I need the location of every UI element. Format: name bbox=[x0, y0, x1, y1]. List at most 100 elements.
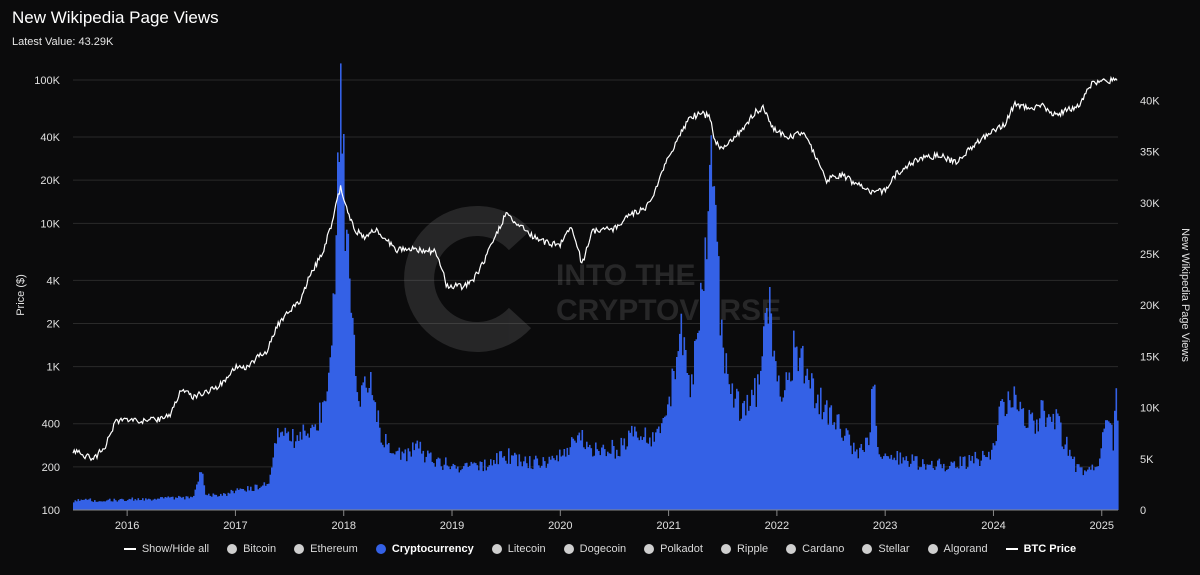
legend-item-stellar[interactable]: Stellar bbox=[862, 543, 910, 555]
cryptocurrency-bar bbox=[439, 458, 441, 510]
cryptocurrency-bar bbox=[323, 400, 326, 510]
cryptocurrency-bar bbox=[80, 499, 83, 510]
cryptocurrency-bar bbox=[349, 278, 351, 510]
cryptocurrency-bar bbox=[235, 490, 237, 510]
cryptocurrency-bar bbox=[619, 456, 621, 510]
cryptocurrency-bar bbox=[488, 465, 491, 510]
cryptocurrency-bar bbox=[404, 449, 407, 510]
legend-label: Bitcoin bbox=[243, 543, 277, 555]
cryptocurrency-bar bbox=[1114, 410, 1116, 510]
cryptocurrency-bar bbox=[602, 444, 605, 510]
legend-item-cryptocurrency[interactable]: Cryptocurrency bbox=[375, 543, 474, 555]
x-tick-label: 2016 bbox=[115, 520, 139, 532]
cryptocurrency-bar bbox=[1034, 433, 1037, 510]
cryptocurrency-bar bbox=[482, 471, 485, 510]
cryptocurrency-bar bbox=[1103, 428, 1106, 510]
cryptocurrency-bar bbox=[445, 457, 447, 510]
cryptocurrency-bar bbox=[730, 394, 732, 510]
cryptocurrency-bar bbox=[520, 461, 522, 510]
legend-item-dogecoin[interactable]: Dogecoin bbox=[563, 543, 626, 555]
cryptocurrency-bar bbox=[781, 401, 783, 510]
cryptocurrency-bar bbox=[403, 453, 405, 510]
legend-item-litecoin[interactable]: Litecoin bbox=[491, 543, 546, 555]
watermark-line1: INTO THE bbox=[556, 259, 695, 292]
cryptocurrency-bar bbox=[83, 499, 86, 510]
cryptocurrency-bar bbox=[788, 372, 791, 510]
cryptocurrency-bar bbox=[674, 379, 677, 510]
cryptocurrency-bar bbox=[662, 418, 665, 510]
cryptocurrency-bar bbox=[740, 418, 743, 510]
cryptocurrency-bar bbox=[776, 381, 779, 510]
cryptocurrency-bar bbox=[179, 496, 182, 510]
legend-label: Litecoin bbox=[507, 543, 546, 555]
cryptocurrency-bar bbox=[347, 233, 350, 511]
cryptocurrency-bar bbox=[989, 459, 992, 510]
cryptocurrency-bar bbox=[797, 371, 800, 510]
legend-line-swatch bbox=[1005, 548, 1018, 550]
cryptocurrency-bar bbox=[478, 470, 480, 510]
cryptocurrency-bar bbox=[616, 449, 618, 510]
legend-label: Stellar bbox=[878, 543, 910, 555]
cryptocurrency-bar bbox=[140, 500, 143, 510]
cryptocurrency-bar bbox=[656, 428, 659, 510]
y-right-tick-label: 30K bbox=[1140, 198, 1160, 210]
cryptocurrency-bar bbox=[1078, 464, 1080, 510]
legend-item-btc-price[interactable]: BTC Price bbox=[1005, 543, 1076, 555]
cryptocurrency-bar bbox=[139, 500, 141, 510]
legend-item-polkadot[interactable]: Polkadot bbox=[644, 543, 703, 555]
cryptocurrency-bar bbox=[850, 445, 852, 510]
cryptocurrency-bar bbox=[745, 415, 747, 510]
cryptocurrency-bar bbox=[973, 463, 975, 510]
legend-item-show-hide-all[interactable]: Show/Hide all bbox=[123, 543, 209, 555]
cryptocurrency-bar bbox=[1045, 426, 1047, 510]
cryptocurrency-bar bbox=[94, 500, 96, 510]
x-tick-label: 2018 bbox=[331, 520, 355, 532]
cryptocurrency-bar bbox=[431, 461, 434, 510]
cryptocurrency-bar bbox=[475, 463, 477, 510]
cryptocurrency-bar bbox=[362, 382, 365, 510]
legend-label: Ethereum bbox=[310, 543, 358, 555]
cryptocurrency-bar bbox=[470, 461, 473, 510]
cryptocurrency-bar bbox=[151, 500, 153, 510]
cryptocurrency-bar bbox=[1100, 448, 1103, 510]
cryptocurrency-bar bbox=[98, 501, 101, 510]
cryptocurrency-bar bbox=[329, 357, 332, 510]
cryptocurrency-bars bbox=[73, 63, 1119, 511]
cryptocurrency-bar bbox=[194, 489, 197, 510]
cryptocurrency-bar bbox=[340, 63, 342, 511]
x-tick-label: 2020 bbox=[548, 520, 572, 532]
cryptocurrency-bar bbox=[811, 373, 813, 510]
cryptocurrency-bar bbox=[832, 424, 834, 510]
cryptocurrency-bar bbox=[605, 456, 608, 510]
cryptocurrency-bar bbox=[467, 467, 470, 510]
cryptocurrency-bar bbox=[872, 386, 875, 510]
cryptocurrency-bar bbox=[469, 465, 471, 510]
y-left-tick-label: 4K bbox=[47, 275, 61, 287]
cryptocurrency-bar bbox=[277, 428, 279, 510]
cryptocurrency-bar bbox=[764, 312, 767, 510]
cryptocurrency-bar bbox=[257, 489, 260, 510]
cryptocurrency-bar bbox=[232, 490, 234, 510]
cryptocurrency-bar bbox=[1073, 456, 1076, 510]
cryptocurrency-bar bbox=[775, 361, 777, 510]
cryptocurrency-bar bbox=[796, 346, 798, 510]
cryptocurrency-bar bbox=[755, 406, 758, 510]
legend-item-algorand[interactable]: Algorand bbox=[927, 543, 988, 555]
cryptocurrency-bar bbox=[1016, 409, 1019, 510]
cryptocurrency-bar bbox=[1075, 472, 1077, 510]
legend-item-ripple[interactable]: Ripple bbox=[720, 543, 768, 555]
cryptocurrency-bar bbox=[767, 323, 770, 510]
legend-item-ethereum[interactable]: Ethereum bbox=[294, 543, 358, 555]
cryptocurrency-bar bbox=[965, 468, 968, 510]
cryptocurrency-bar bbox=[1085, 471, 1088, 510]
legend-item-bitcoin[interactable]: Bitcoin bbox=[227, 543, 276, 555]
cryptocurrency-bar bbox=[913, 460, 915, 510]
cryptocurrency-bar bbox=[856, 449, 858, 510]
cryptocurrency-bar bbox=[1091, 464, 1094, 510]
cryptocurrency-bar bbox=[85, 498, 87, 510]
cryptocurrency-bar bbox=[76, 501, 78, 510]
cryptocurrency-bar bbox=[133, 500, 135, 510]
legend-item-cardano[interactable]: Cardano bbox=[786, 543, 844, 555]
y-right-tick-label: 40K bbox=[1140, 95, 1160, 107]
cryptocurrency-bar bbox=[902, 457, 905, 510]
